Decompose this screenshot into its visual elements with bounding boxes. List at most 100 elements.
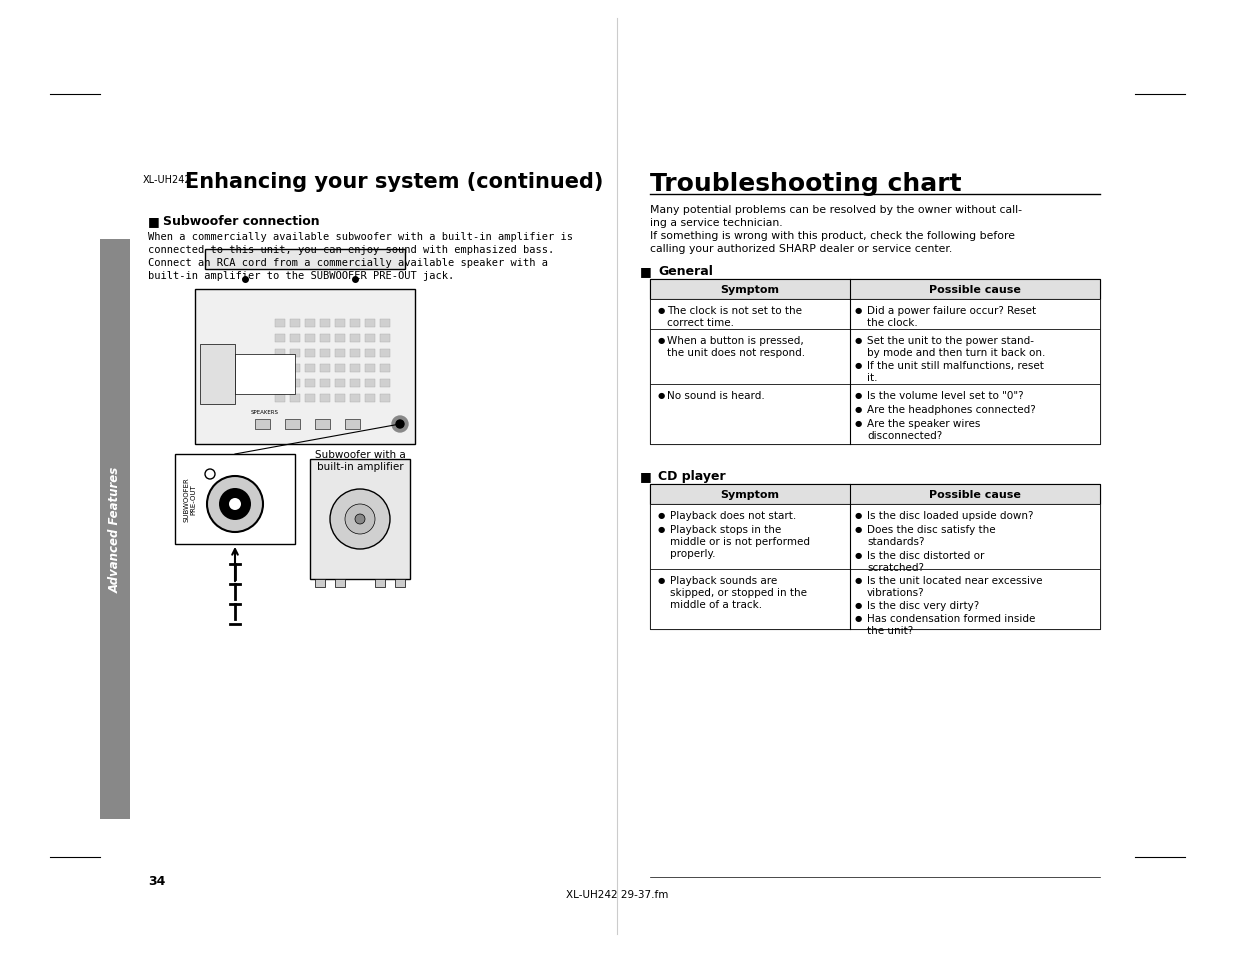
Text: No sound is heard.: No sound is heard. xyxy=(667,391,764,400)
Text: ●: ● xyxy=(658,391,666,399)
Bar xyxy=(335,379,345,388)
Bar xyxy=(290,335,300,343)
Bar xyxy=(650,504,1100,569)
Bar xyxy=(380,365,390,373)
Text: Playback does not start.: Playback does not start. xyxy=(671,511,797,520)
Text: ●: ● xyxy=(855,600,862,609)
Text: ●: ● xyxy=(658,576,666,584)
Bar xyxy=(275,319,285,328)
Text: the unit?: the unit? xyxy=(867,625,913,636)
Text: ●: ● xyxy=(855,306,862,314)
Bar xyxy=(350,395,359,402)
Bar xyxy=(380,395,390,402)
Text: Has condensation formed inside: Has condensation formed inside xyxy=(867,614,1035,623)
Bar xyxy=(650,280,1100,444)
Bar xyxy=(650,385,1100,444)
Bar xyxy=(335,579,345,587)
Bar xyxy=(650,280,1100,299)
Text: ●: ● xyxy=(855,614,862,622)
Text: XL-UH242: XL-UH242 xyxy=(143,174,191,185)
Bar xyxy=(375,579,385,587)
Text: ●: ● xyxy=(855,360,862,370)
Text: the unit does not respond.: the unit does not respond. xyxy=(667,348,805,357)
Bar xyxy=(350,319,359,328)
Text: ●: ● xyxy=(855,335,862,345)
Bar xyxy=(290,365,300,373)
Text: Playback sounds are: Playback sounds are xyxy=(671,576,777,585)
Circle shape xyxy=(391,416,408,433)
Bar xyxy=(305,350,315,357)
Text: Is the disc distorted or: Is the disc distorted or xyxy=(867,551,984,560)
Bar xyxy=(320,379,330,388)
Circle shape xyxy=(330,490,390,550)
Text: middle of a track.: middle of a track. xyxy=(671,599,762,609)
Text: If the unit still malfunctions, reset: If the unit still malfunctions, reset xyxy=(867,360,1044,371)
Text: the clock.: the clock. xyxy=(867,317,918,328)
Bar xyxy=(290,319,300,328)
Text: ●: ● xyxy=(658,511,666,519)
Text: ●: ● xyxy=(658,524,666,534)
Bar xyxy=(205,250,405,270)
Bar xyxy=(195,290,415,444)
Text: Did a power failure occur? Reset: Did a power failure occur? Reset xyxy=(867,306,1036,315)
Text: ing a service technician.: ing a service technician. xyxy=(650,218,783,228)
Circle shape xyxy=(396,420,404,429)
Bar xyxy=(290,350,300,357)
Bar xyxy=(320,335,330,343)
Bar xyxy=(315,419,330,430)
Bar xyxy=(175,455,295,544)
Text: XL-UH242 29-37.fm: XL-UH242 29-37.fm xyxy=(566,889,668,899)
Text: ●: ● xyxy=(855,405,862,414)
Bar xyxy=(305,319,315,328)
Text: built-in amplifier to the SUBWOOFER PRE-OUT jack.: built-in amplifier to the SUBWOOFER PRE-… xyxy=(148,271,454,281)
Bar xyxy=(350,365,359,373)
Circle shape xyxy=(345,504,375,535)
Bar xyxy=(650,299,1100,330)
Bar xyxy=(345,419,359,430)
Text: ●: ● xyxy=(855,391,862,399)
Text: Symptom: Symptom xyxy=(720,285,779,294)
Text: ■: ■ xyxy=(148,214,159,228)
Text: calling your authorized SHARP dealer or service center.: calling your authorized SHARP dealer or … xyxy=(650,244,952,253)
Text: Does the disc satisfy the: Does the disc satisfy the xyxy=(867,524,995,535)
Bar xyxy=(350,335,359,343)
Text: General: General xyxy=(658,265,713,277)
Bar xyxy=(335,335,345,343)
Bar xyxy=(335,395,345,402)
Circle shape xyxy=(205,470,215,479)
Bar xyxy=(366,350,375,357)
Bar xyxy=(254,419,270,430)
Bar xyxy=(305,379,315,388)
Text: ●: ● xyxy=(855,418,862,428)
Circle shape xyxy=(207,476,263,533)
Bar xyxy=(380,350,390,357)
Text: Enhancing your system (continued): Enhancing your system (continued) xyxy=(185,172,604,192)
Text: properly.: properly. xyxy=(671,548,715,558)
Bar xyxy=(380,319,390,328)
Text: correct time.: correct time. xyxy=(667,317,734,328)
Text: by mode and then turn it back on.: by mode and then turn it back on. xyxy=(867,348,1045,357)
Text: Subwoofer with a
built-in amplifier: Subwoofer with a built-in amplifier xyxy=(315,450,405,471)
Text: Troubleshooting chart: Troubleshooting chart xyxy=(650,172,962,195)
Bar xyxy=(290,395,300,402)
Bar xyxy=(380,379,390,388)
Bar xyxy=(650,484,1100,629)
Bar xyxy=(100,240,130,820)
Bar xyxy=(305,365,315,373)
Text: ●: ● xyxy=(855,511,862,519)
Text: ■: ■ xyxy=(640,265,652,277)
Bar xyxy=(395,579,405,587)
Bar xyxy=(305,395,315,402)
Bar xyxy=(350,379,359,388)
Bar xyxy=(366,319,375,328)
Text: ■: ■ xyxy=(640,470,652,482)
Text: connected to this unit, you can enjoy sound with emphasized bass.: connected to this unit, you can enjoy so… xyxy=(148,245,555,254)
Bar xyxy=(320,319,330,328)
Text: it.: it. xyxy=(867,373,878,382)
Bar xyxy=(285,419,300,430)
Bar xyxy=(315,579,325,587)
Bar xyxy=(380,335,390,343)
Bar xyxy=(650,569,1100,629)
Bar xyxy=(350,350,359,357)
Bar xyxy=(335,319,345,328)
